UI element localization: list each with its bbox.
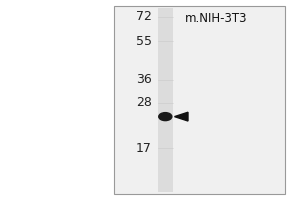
Text: m.NIH-3T3: m.NIH-3T3 [185, 12, 248, 25]
Text: 28: 28 [136, 96, 152, 109]
Text: 17: 17 [136, 142, 152, 155]
Bar [114, 6, 285, 194]
Text: 36: 36 [136, 73, 152, 86]
Text: 55: 55 [136, 35, 152, 48]
Ellipse shape [159, 113, 172, 121]
Text: 72: 72 [136, 10, 152, 23]
Bar [158, 8, 173, 192]
Polygon shape [175, 112, 188, 121]
